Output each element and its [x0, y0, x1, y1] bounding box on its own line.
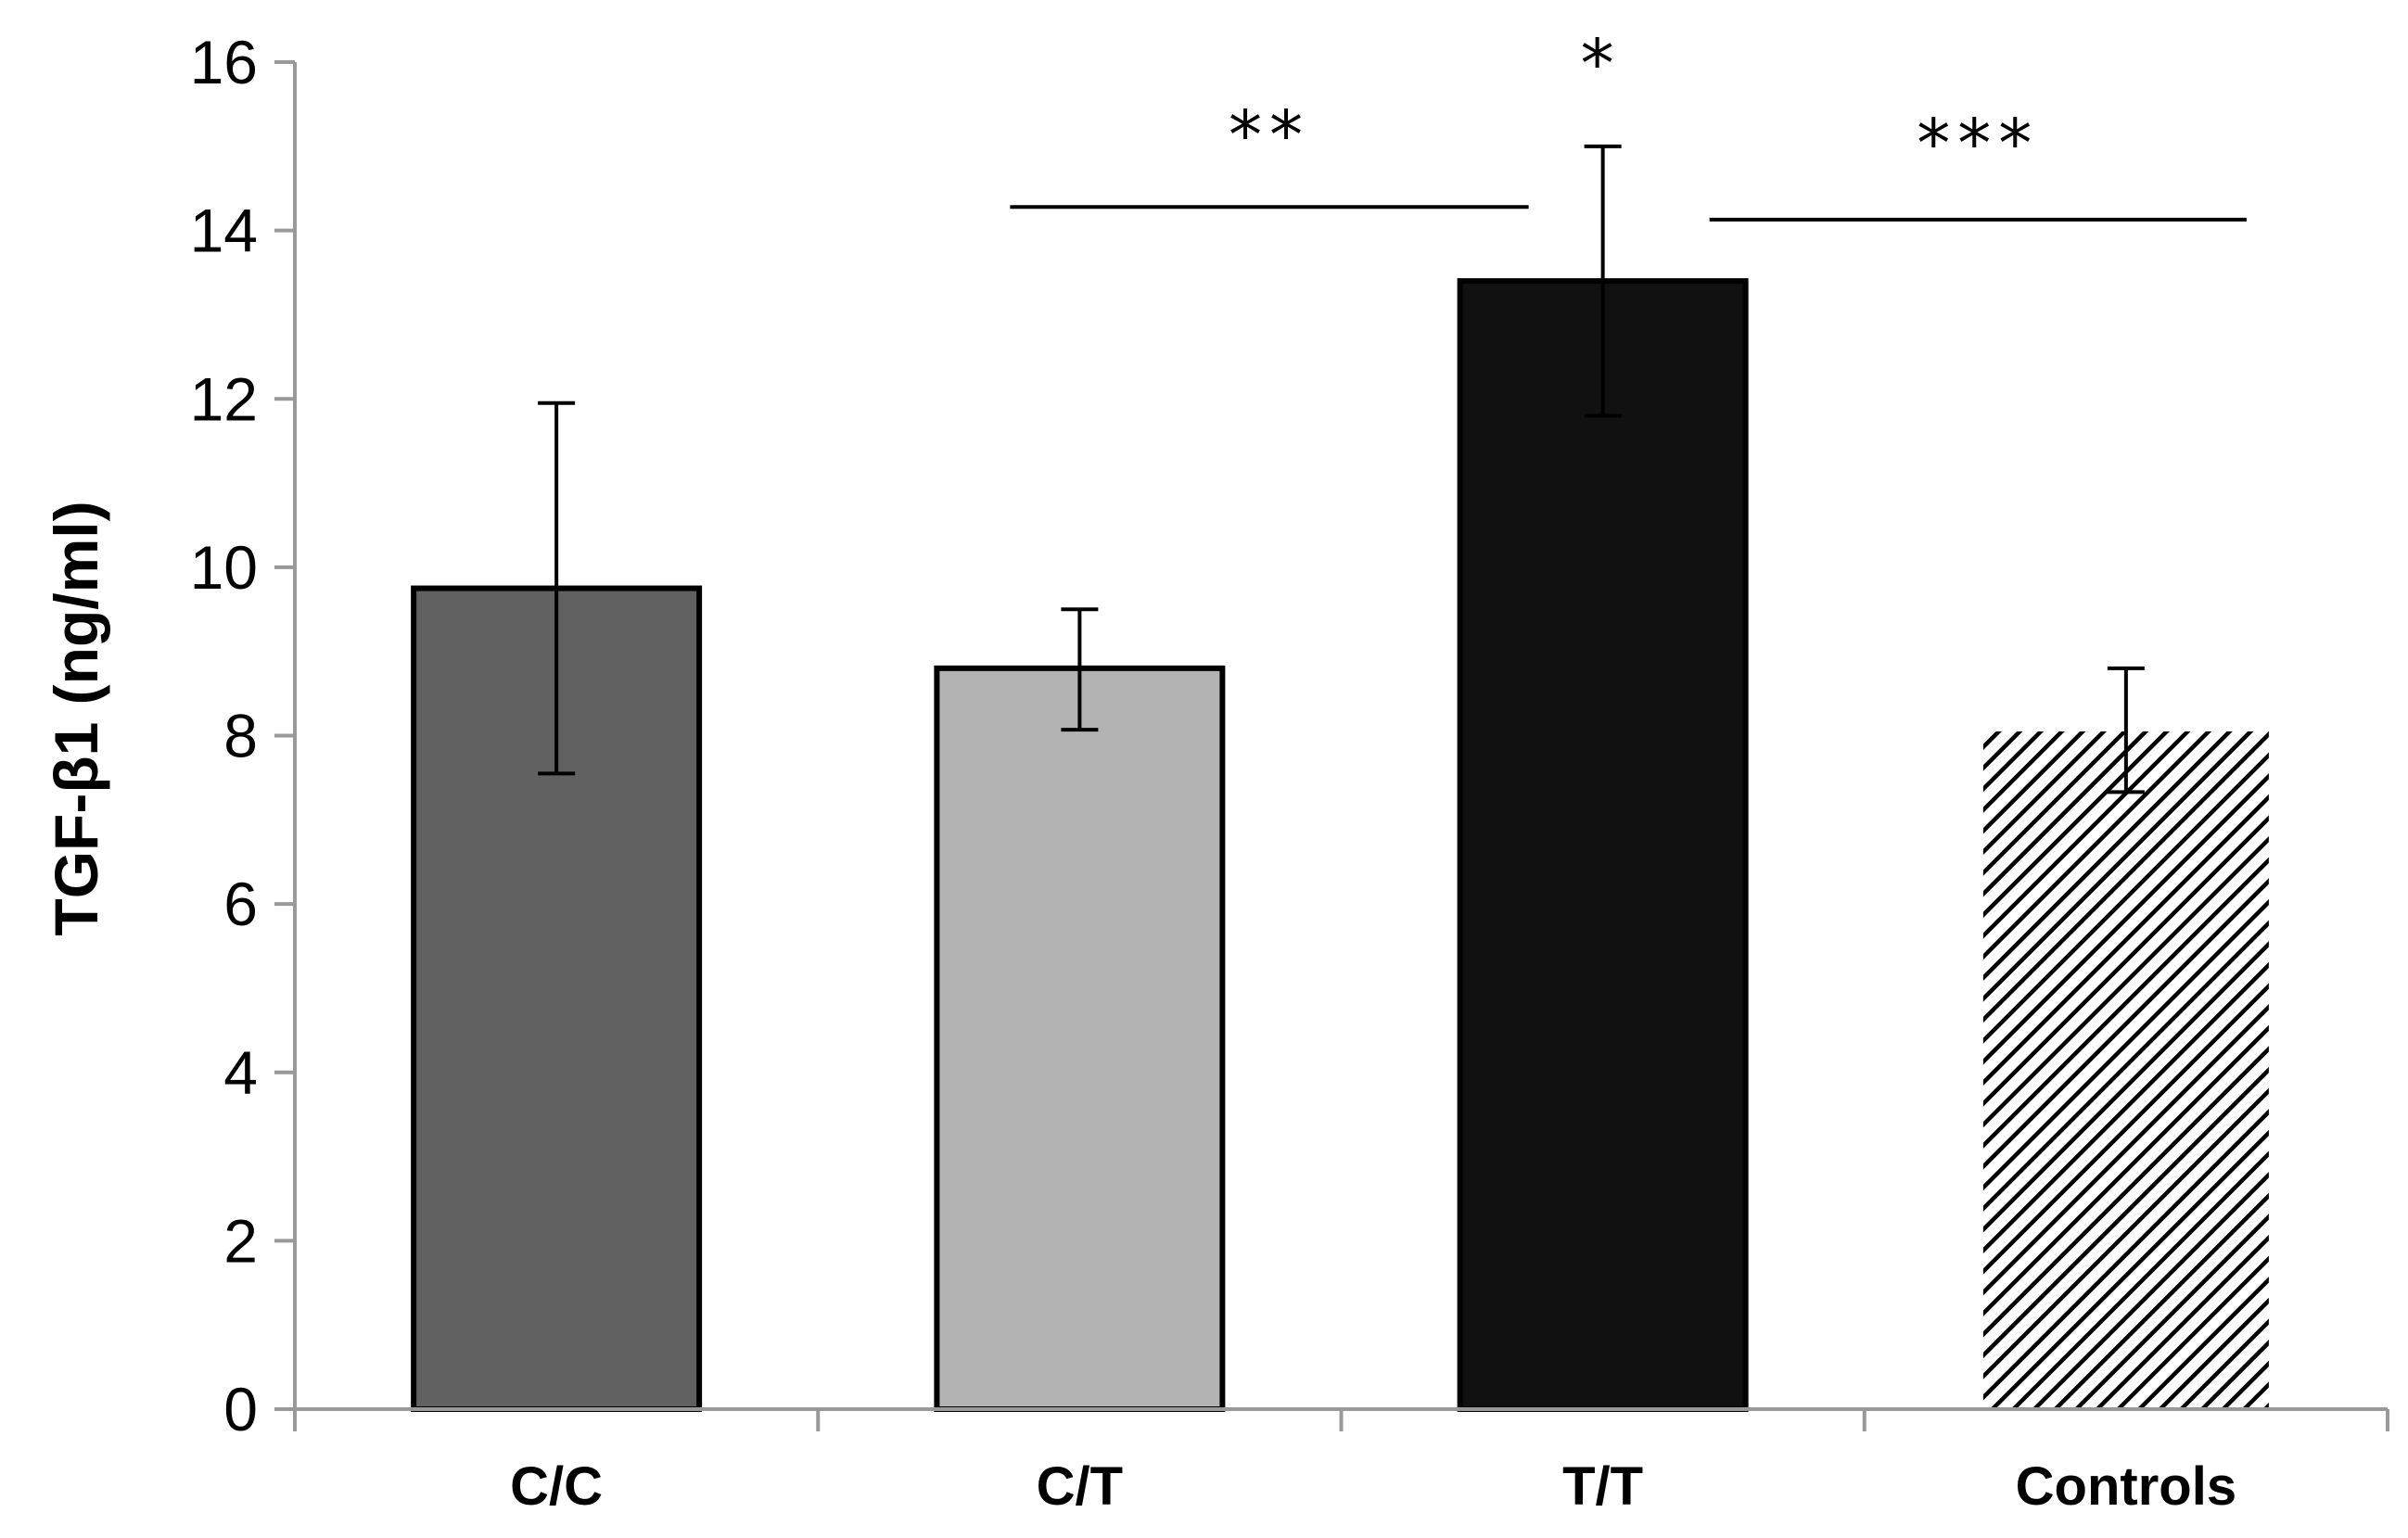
bar-c-t	[936, 668, 1222, 1409]
y-tick-label: 4	[223, 1038, 258, 1107]
y-tick-label: 2	[223, 1206, 258, 1275]
chart-container: 0 2 4 6 8 10 12 14 16 C/C C/T T/T Controls ** * *** T…	[0, 0, 2408, 1538]
y-tick-label: 8	[223, 702, 258, 770]
x-tick-label: T/T	[1562, 1456, 1643, 1517]
bar-chart: 0246810121416 C/C C/T T/T Controls ****** T…	[0, 0, 2408, 1538]
y-tick-label: 6	[223, 870, 258, 938]
error-bars	[538, 146, 2145, 793]
y-tick-label: 0	[223, 1375, 258, 1443]
y-axis-title: TGF-β1 (ng/ml)	[42, 501, 110, 935]
x-axis: C/C C/T T/T Controls	[295, 1409, 2388, 1517]
x-tick-label: C/C	[510, 1456, 603, 1517]
bar-t-t	[1460, 281, 1746, 1409]
y-tick-label: 16	[190, 28, 258, 96]
y-tick-label: 12	[190, 364, 258, 433]
y-tick-label: 14	[190, 197, 258, 265]
bar-controls	[1983, 731, 2269, 1409]
significance-label: ***	[1917, 105, 2039, 183]
bars	[414, 281, 2269, 1409]
significance-label: **	[1229, 96, 1310, 174]
y-tick-label: 10	[190, 533, 258, 602]
x-tick-label: C/T	[1037, 1456, 1123, 1517]
significance-label: *	[1581, 25, 1622, 103]
significance-annotations: ******	[1010, 25, 2247, 220]
y-axis: 0 2 4 6 8 10 12 14 16	[190, 28, 295, 1443]
x-tick-label: Controls	[2016, 1456, 2236, 1517]
